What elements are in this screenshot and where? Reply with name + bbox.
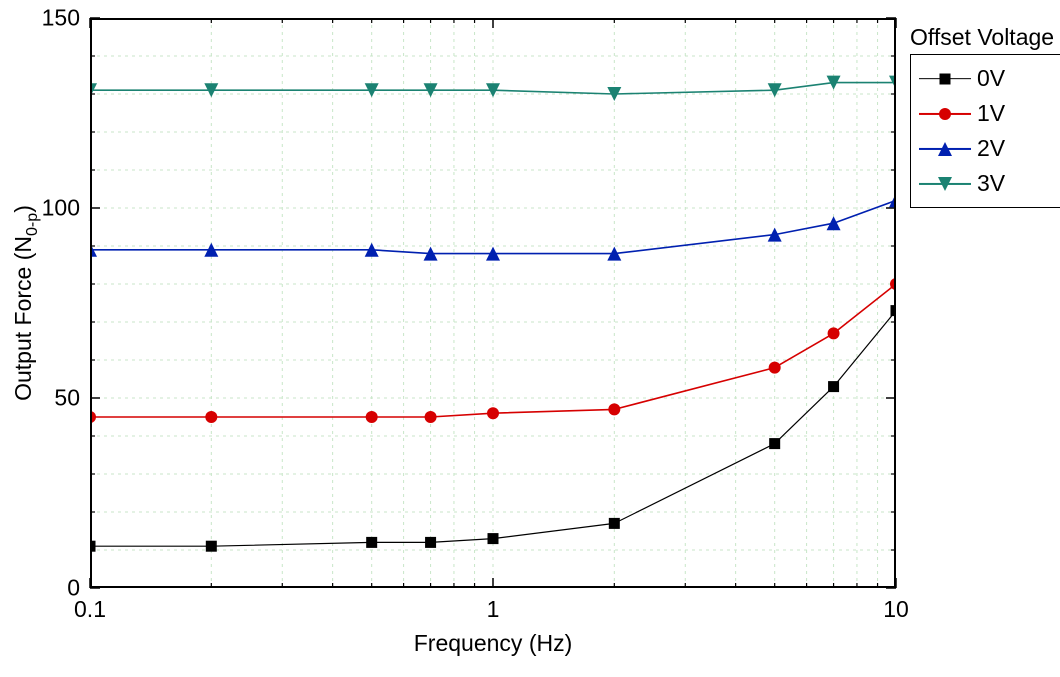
legend-swatch bbox=[919, 175, 971, 193]
series-marker-0V bbox=[828, 381, 839, 392]
series-marker-0V bbox=[206, 541, 217, 552]
series-marker-0V bbox=[769, 438, 780, 449]
series-marker-1V bbox=[366, 411, 378, 423]
series-marker-1V bbox=[205, 411, 217, 423]
legend-item: 3V bbox=[919, 166, 1060, 201]
y-tick-label: 0 bbox=[67, 575, 80, 602]
legend-title: Offset Voltage bbox=[910, 24, 1054, 51]
legend-item: 1V bbox=[919, 96, 1060, 131]
y-tick-label: 50 bbox=[54, 385, 80, 412]
y-tick-label: 150 bbox=[42, 5, 80, 32]
series-marker-0V bbox=[425, 537, 436, 548]
legend-swatch bbox=[919, 70, 971, 88]
x-tick-label: 1 bbox=[487, 596, 500, 623]
x-axis-label: Frequency (Hz) bbox=[414, 630, 572, 657]
chart-svg bbox=[0, 0, 1060, 677]
chart-stage: 0.1110050100150Frequency (Hz)Output Forc… bbox=[0, 0, 1060, 677]
series-marker-0V bbox=[85, 541, 96, 552]
series-marker-0V bbox=[891, 305, 902, 316]
series-marker-1V bbox=[769, 362, 781, 374]
legend-item: 2V bbox=[919, 131, 1060, 166]
series-marker-0V bbox=[488, 533, 499, 544]
series-marker-1V bbox=[425, 411, 437, 423]
y-axis-label: Output Force (N0-p) bbox=[10, 205, 42, 401]
legend-box: 0V 1V 2V 3V bbox=[910, 54, 1060, 208]
x-tick-label: 10 bbox=[883, 596, 909, 623]
series-marker-0V bbox=[366, 537, 377, 548]
series-marker-1V bbox=[84, 411, 96, 423]
y-tick-label: 100 bbox=[42, 195, 80, 222]
series-marker-2V bbox=[889, 193, 903, 207]
legend-label: 1V bbox=[977, 100, 1005, 127]
legend-label: 2V bbox=[977, 135, 1005, 162]
legend-label: 3V bbox=[977, 170, 1005, 197]
legend-swatch bbox=[919, 105, 971, 123]
legend-label: 0V bbox=[977, 65, 1005, 92]
series-marker-1V bbox=[828, 327, 840, 339]
legend-swatch bbox=[919, 140, 971, 158]
series-marker-0V bbox=[609, 518, 620, 529]
series-marker-1V bbox=[608, 403, 620, 415]
series-marker-2V bbox=[827, 216, 841, 230]
series-marker-1V bbox=[890, 278, 902, 290]
legend-item: 0V bbox=[919, 61, 1060, 96]
series-marker-1V bbox=[487, 407, 499, 419]
